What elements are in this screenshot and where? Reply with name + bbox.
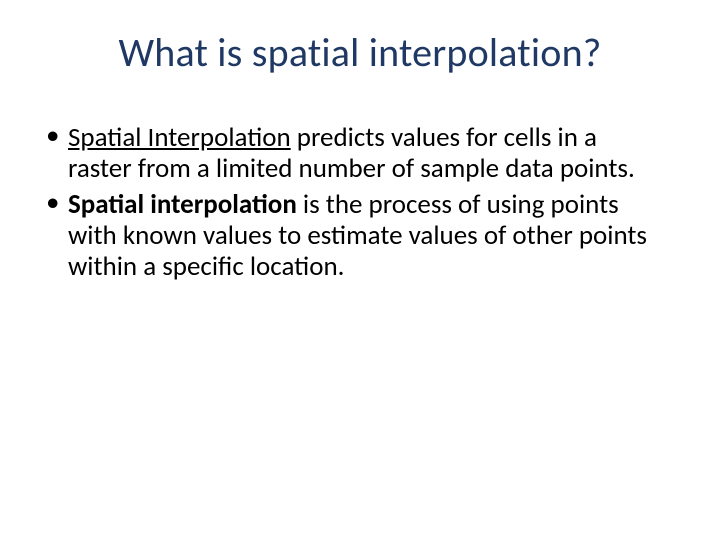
list-item: Spatial Interpolation predicts values fo… <box>42 122 666 185</box>
bullet-list: Spatial Interpolation predicts values fo… <box>42 122 666 283</box>
slide-container: What is spatial interpolation? Spatial I… <box>0 0 720 540</box>
slide-body: Spatial Interpolation predicts values fo… <box>36 122 684 283</box>
list-item: Spatial interpolation is the process of … <box>42 189 666 283</box>
bullet-lead: Spatial Interpolation <box>68 121 291 154</box>
bullet-lead: Spatial interpolation <box>68 188 297 221</box>
slide-title: What is spatial interpolation? <box>36 30 684 76</box>
